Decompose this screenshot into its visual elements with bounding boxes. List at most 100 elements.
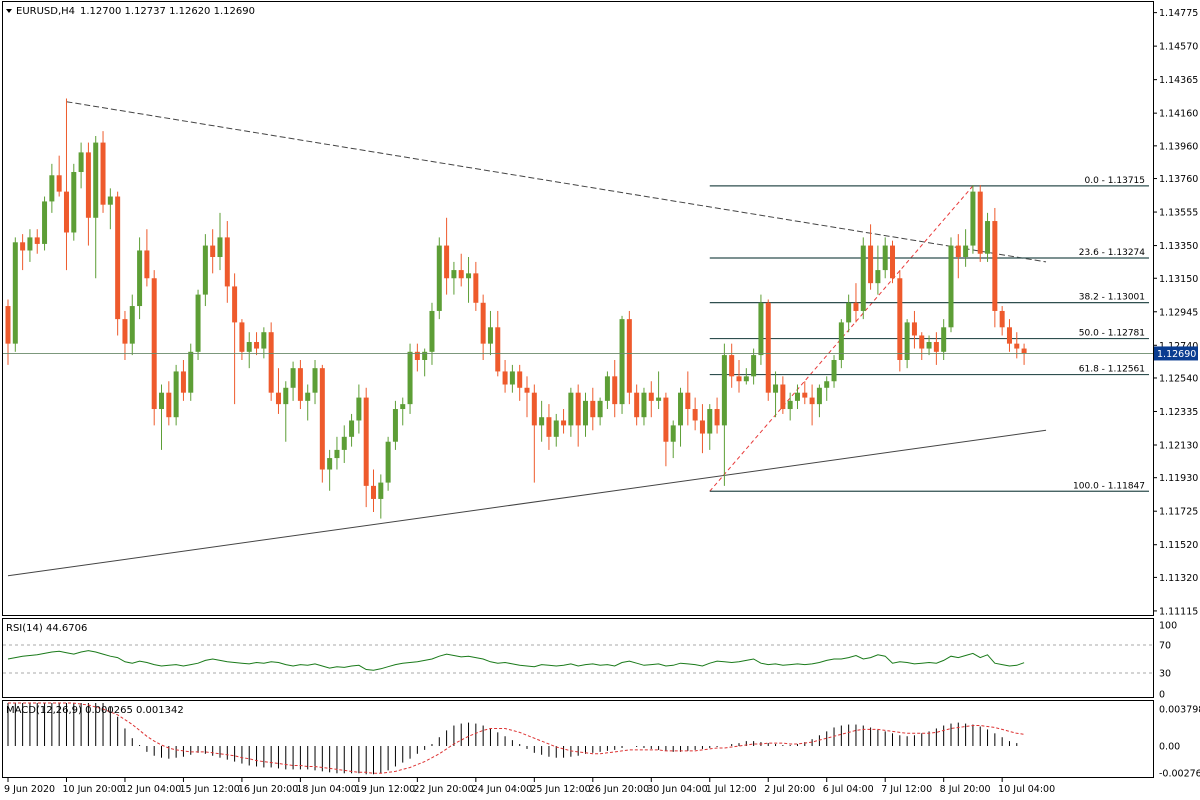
bullish-candle (758, 302, 764, 356)
bullish-candle (290, 368, 296, 388)
bullish-candle (678, 392, 684, 426)
bullish-candle (794, 392, 800, 401)
bearish-candle (955, 245, 961, 258)
main-header: EURUSD,H4 1.12700 1.12737 1.12620 1.1269… (6, 6, 255, 17)
price-tick-label: 1.11320 (1159, 573, 1198, 584)
bearish-candle (780, 384, 786, 410)
time-tick-label: 10 Jul 04:00 (998, 784, 1055, 795)
bullish-candle (824, 381, 830, 388)
bullish-candle (392, 409, 398, 442)
bullish-candle (349, 420, 355, 437)
rsi-line (7, 650, 1025, 671)
bearish-candle (56, 175, 62, 192)
bullish-candle (71, 172, 77, 233)
bearish-candle (502, 371, 508, 385)
bearish-candle (122, 319, 128, 344)
rsi-tick-label: 0 (1159, 690, 1165, 701)
bearish-candle (517, 371, 523, 388)
time-tick-label: 26 Jun 20:00 (589, 784, 649, 795)
ohlc-label: 1.12700 1.12737 1.12620 1.12690 (80, 6, 255, 17)
bullish-candle (159, 392, 165, 410)
bearish-candle (232, 286, 238, 323)
macd-indicator (7, 702, 1025, 775)
bearish-candle (663, 397, 669, 442)
price-tick-label: 1.14365 (1159, 75, 1198, 86)
macd-pane-frame (2, 700, 1154, 778)
bullish-candle (751, 355, 757, 377)
time-tick-label: 22 Jun 20:00 (413, 784, 473, 795)
bullish-candle (721, 355, 727, 426)
bullish-candle (173, 371, 179, 418)
bearish-candle (626, 319, 632, 393)
bullish-candle (12, 242, 18, 344)
bearish-candle (100, 142, 106, 205)
bearish-candle (919, 335, 925, 349)
bullish-candle (743, 376, 749, 382)
trendline (7, 429, 1047, 577)
bearish-candle (473, 273, 479, 303)
bearish-candle (115, 196, 121, 320)
bullish-candle (217, 237, 223, 258)
bullish-candle (553, 420, 559, 437)
macd-axis: 0.003798 0.00 -0.002768 (1159, 704, 1200, 779)
bearish-candle (1014, 343, 1020, 349)
bearish-candle (495, 327, 501, 372)
time-tick-label: 8 Jul 20:00 (940, 784, 991, 795)
bearish-candle (363, 397, 369, 486)
rsi-pane-frame (2, 618, 1154, 698)
bearish-candle (144, 250, 150, 279)
bullish-candle (188, 351, 194, 393)
bullish-candle (985, 221, 991, 254)
bearish-candle (911, 322, 917, 336)
bullish-candle (539, 417, 545, 426)
bearish-candle (546, 417, 552, 437)
macd-signal-line (8, 702, 1025, 774)
bullish-candle (107, 196, 113, 205)
bullish-candle (49, 175, 55, 202)
bearish-candle (729, 355, 735, 377)
time-tick-label: 1 Jul 12:00 (706, 784, 757, 795)
bearish-candle (480, 302, 486, 344)
bearish-candle (802, 392, 808, 398)
rsi-indicator (3, 644, 1153, 674)
trend-lines[interactable] (7, 101, 1047, 577)
bullish-candle (312, 368, 318, 393)
bearish-candle (20, 242, 26, 251)
time-tick-label: 24 Jun 04:00 (472, 784, 532, 795)
bearish-candle (634, 392, 640, 418)
bearish-candle (736, 376, 742, 382)
time-tick-label: 2 Jul 20:00 (764, 784, 815, 795)
bearish-candle (977, 191, 983, 254)
bearish-candle (151, 278, 157, 410)
main-pane-frame (2, 1, 1154, 616)
bullish-candle (451, 270, 457, 279)
price-tick-label: 1.11725 (1159, 507, 1198, 518)
time-tick-label: 16 Jun 20:00 (238, 784, 298, 795)
bullish-candle (831, 359, 837, 382)
bullish-candle (509, 371, 515, 385)
bullish-candle (948, 245, 954, 328)
trendline (66, 101, 1047, 263)
bearish-candle (224, 237, 230, 287)
bearish-candle (210, 245, 216, 258)
fib-level-label: 50.0 - 1.12781 (1079, 329, 1145, 339)
bearish-candle (34, 237, 40, 244)
bearish-candle (63, 191, 69, 233)
bearish-candle (531, 392, 537, 426)
time-tick-label: 15 Jun 12:00 (179, 784, 239, 795)
collapse-triangle-icon[interactable] (6, 9, 12, 13)
bullish-candle (27, 237, 33, 251)
bearish-candle (1021, 348, 1027, 354)
bullish-candle (619, 319, 625, 405)
bullish-candle (93, 142, 99, 218)
bullish-candle (429, 310, 435, 352)
bullish-candle (487, 327, 493, 344)
price-tick-label: 1.12740 (1159, 341, 1198, 352)
bearish-candle (809, 397, 815, 405)
price-tick-label: 1.12130 (1159, 440, 1198, 451)
bearish-candle (180, 371, 186, 393)
bullish-candle (466, 273, 472, 279)
bearish-candle (414, 351, 420, 360)
bullish-candle (787, 400, 793, 410)
